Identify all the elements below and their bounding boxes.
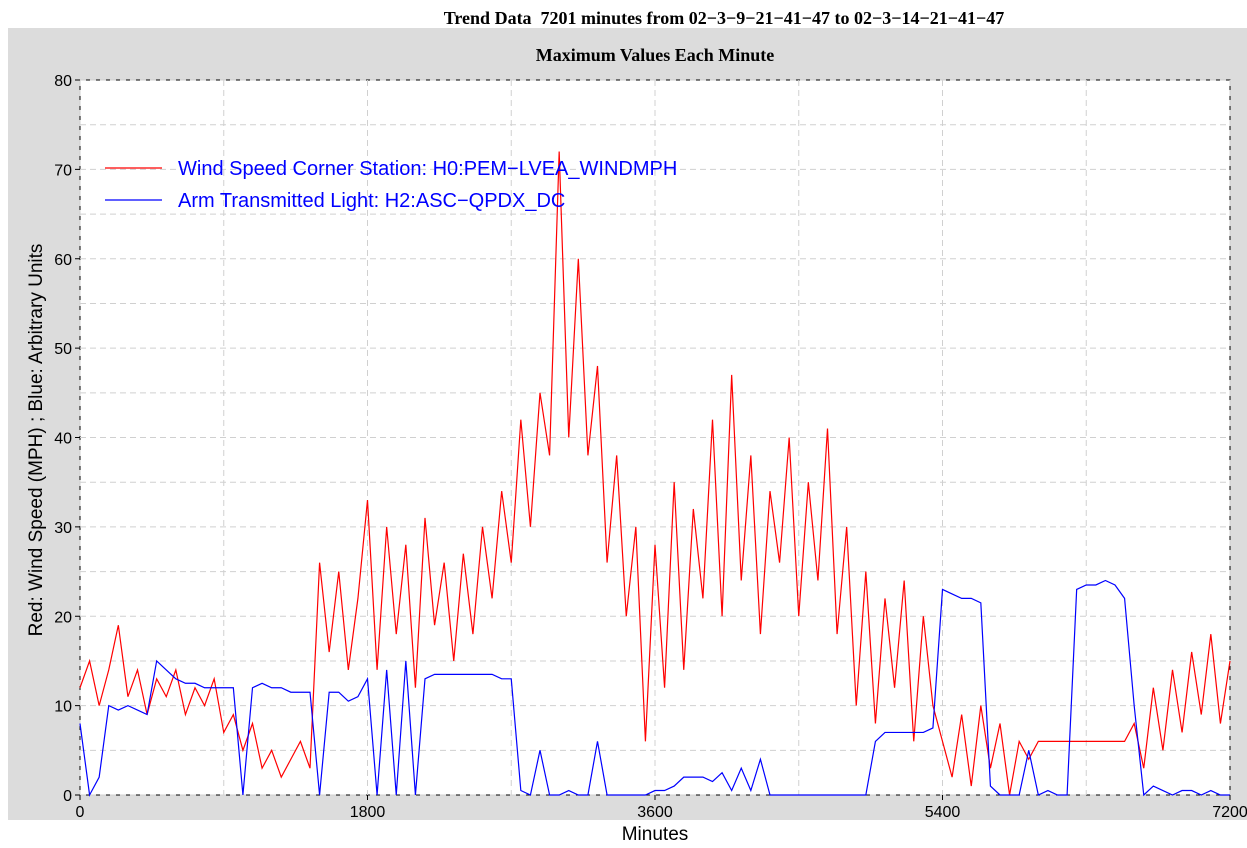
y-tick-label: 40 (54, 431, 72, 448)
x-tick-label: 0 (76, 804, 85, 821)
series-line (79, 151, 1231, 796)
grid (79, 79, 1231, 796)
legend-text: Arm Transmitted Light: H2:ASC−QPDX_DC (178, 190, 565, 212)
legend: Wind Speed Corner Station: H0:PEM−LVEA_W… (105, 158, 677, 212)
lines (79, 151, 1231, 797)
chart-subtitle: Maximum Values Each Minute (536, 45, 775, 65)
y-tick-label: 10 (54, 699, 72, 716)
x-tick-label: 3600 (637, 804, 673, 821)
y-tick-label: 0 (63, 788, 72, 805)
ticks: 0 1800 3600 5400 7200 0 10 20 30 40 50 60 70 80 (54, 73, 1247, 821)
x-tick-label: 1800 (350, 804, 386, 821)
y-tick-label: 80 (54, 73, 72, 90)
series-line (79, 579, 1230, 797)
y-tick-label: 20 (54, 609, 72, 626)
x-tick-label: 5400 (925, 804, 961, 821)
y-tick-label: 30 (54, 520, 72, 537)
y-tick-label: 60 (54, 252, 72, 269)
x-tick-label: 7200 (1212, 804, 1247, 821)
legend-text: Wind Speed Corner Station: H0:PEM−LVEA_W… (178, 158, 677, 180)
chart-title: Trend Data 7201 minutes from 02−3−9−21−4… (444, 8, 1005, 28)
x-axis-label: Minutes (622, 824, 689, 845)
y-tick-label: 50 (54, 341, 72, 358)
y-axis-label: Red: Wind Speed (MPH) ; Blue: Arbitrary … (26, 244, 47, 637)
y-tick-label: 70 (54, 162, 72, 179)
